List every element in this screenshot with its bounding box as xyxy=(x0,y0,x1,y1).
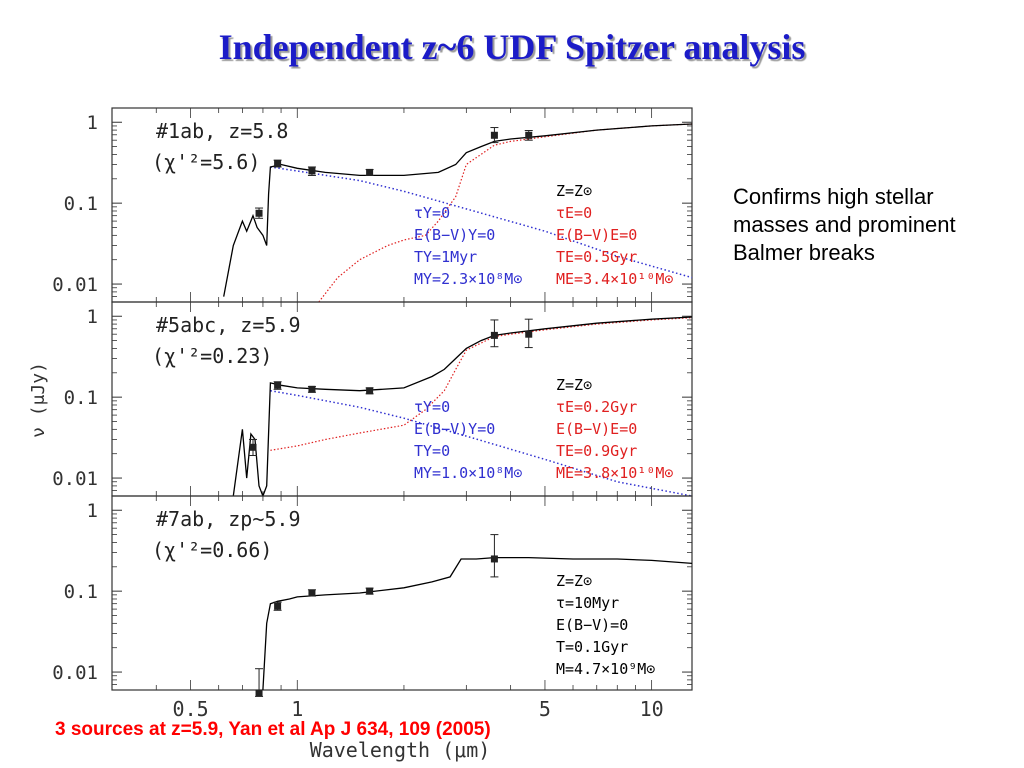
side-note: Confirms high stellar masses and promine… xyxy=(733,184,956,265)
y-tick-label: 0.01 xyxy=(52,468,98,490)
total-model-curve xyxy=(262,556,693,691)
total-model-curve xyxy=(223,123,693,297)
y-tick-label: 0.1 xyxy=(64,581,98,603)
old-component-curve xyxy=(270,317,693,451)
data-point xyxy=(490,131,498,139)
annotation-line: ME=3.4×10¹⁰M⊙ xyxy=(556,270,673,288)
young-component-curve xyxy=(270,389,693,497)
annotation-line: M=4.7×10⁹M⊙ xyxy=(556,660,655,678)
data-point xyxy=(255,689,263,697)
annotation-line: E(B−V)=0 xyxy=(556,616,628,634)
x-tick-label: 1 xyxy=(291,697,303,721)
data-point xyxy=(490,331,498,339)
data-point xyxy=(255,209,263,217)
annotation-line: E(B−V)Y=0 xyxy=(414,420,495,438)
data-point xyxy=(274,602,282,610)
data-point xyxy=(366,387,374,395)
annotation-line: T=0.1Gyr xyxy=(556,638,628,656)
panel-label: #7ab, zp~5.9 xyxy=(156,507,301,531)
y-tick-label: 0.1 xyxy=(64,193,98,215)
data-point xyxy=(308,167,316,175)
annotation-line: Z=Z⊙ xyxy=(556,376,592,394)
y-tick-label: 0.01 xyxy=(52,662,98,684)
data-point xyxy=(274,381,282,389)
annotation-line: τE=0.2Gyr xyxy=(556,398,637,416)
data-point xyxy=(490,555,498,563)
annotation-line: τE=0 xyxy=(556,204,592,222)
annotation-line: τY=0 xyxy=(414,398,450,416)
chi-square-label: (χ'²=0.23) xyxy=(152,344,272,368)
annotation-line: TY=1Myr xyxy=(414,248,477,266)
annotation-line: TY=0 xyxy=(414,442,450,460)
data-point xyxy=(249,443,257,451)
annotation-line: E(B−V)Y=0 xyxy=(414,226,495,244)
data-point xyxy=(308,385,316,393)
annotation-line: Z=Z⊙ xyxy=(556,182,592,200)
x-tick-label: 10 xyxy=(640,697,664,721)
x-axis-label: Wavelength (μm) xyxy=(310,738,491,762)
data-point xyxy=(366,587,374,595)
slide-title: Independent z~6 UDF Spitzer analysis xyxy=(218,27,806,67)
panel-label: #1ab, z=5.8 xyxy=(156,119,288,143)
chi-square-label: (χ'²=0.66) xyxy=(152,538,272,562)
y-axis-label-fragment: ν (μJy) xyxy=(28,362,49,438)
data-point xyxy=(308,589,316,597)
y-tick-label: 1 xyxy=(87,500,98,522)
data-point xyxy=(525,131,533,139)
annotation-line: Z=Z⊙ xyxy=(556,572,592,590)
young-component-curve xyxy=(270,166,693,279)
y-tick-label: 1 xyxy=(87,306,98,328)
chi-square-label: (χ'²=5.6) xyxy=(152,150,260,174)
y-tick-label: 0.1 xyxy=(64,387,98,409)
y-tick-label: 0.01 xyxy=(52,274,98,296)
citation: 3 sources at z=5.9, Yan et al Ap J 634, … xyxy=(55,719,491,740)
x-tick-label: 0.5 xyxy=(173,697,209,721)
annotation-line: E(B−V)E=0 xyxy=(556,226,637,244)
data-point xyxy=(525,330,533,338)
annotation-line: τY=0 xyxy=(414,204,450,222)
y-tick-label: 1 xyxy=(87,112,98,134)
annotation-line: TE=0.5Gyr xyxy=(556,248,637,266)
data-point xyxy=(366,168,374,176)
panel-label: #5abc, z=5.9 xyxy=(156,313,301,337)
x-tick-label: 5 xyxy=(539,697,551,721)
annotation-line: E(B−V)E=0 xyxy=(556,420,637,438)
annotation-line: TE=0.9Gyr xyxy=(556,442,637,460)
data-point xyxy=(274,159,282,167)
annotation-line: MY=2.3×10⁸M⊙ xyxy=(414,270,522,288)
panel-frame xyxy=(111,495,693,691)
annotation-line: MY=1.0×10⁸M⊙ xyxy=(414,464,522,482)
annotation-line: τ=10Myr xyxy=(556,594,619,612)
annotation-line: ME=3.8×10¹⁰M⊙ xyxy=(556,464,673,482)
